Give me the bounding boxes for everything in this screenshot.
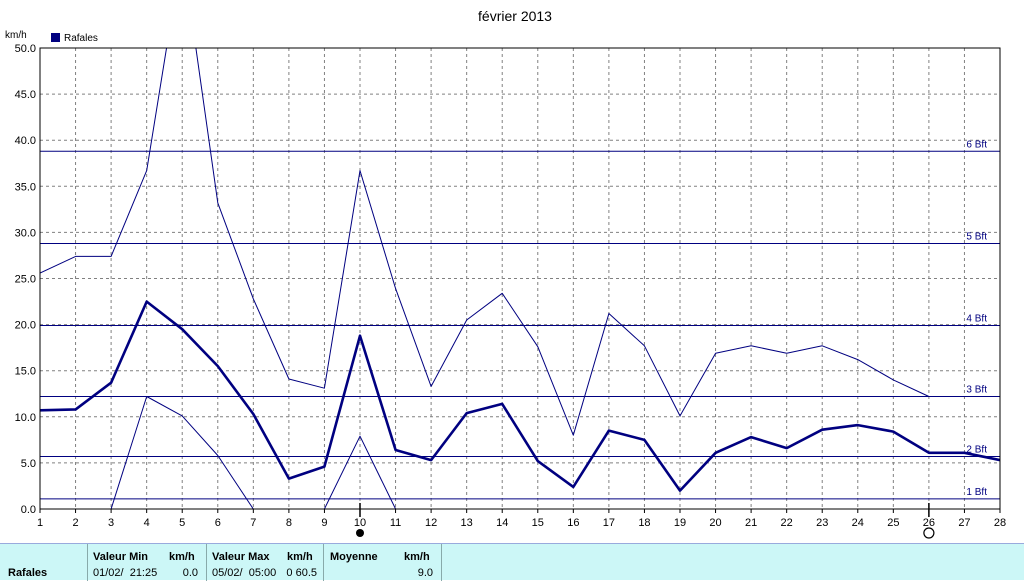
y-tick-label: 15.0 — [15, 366, 36, 378]
marker-open-circle — [923, 527, 935, 539]
x-tick-label: 21 — [745, 517, 757, 529]
avg-value: 9.0 — [417, 567, 433, 579]
y-tick-label: 25.0 — [15, 274, 36, 286]
stats-panel: Rafales Valeur Min km/h 01/02/ 21:25 0.0… — [0, 543, 1024, 581]
series-layer — [40, 48, 1000, 509]
min-value: 0.0 — [182, 567, 198, 579]
min-when: 01/02/ 21:25 — [93, 567, 158, 579]
x-tick-label: 4 — [144, 517, 150, 529]
x-tick-label: 7 — [250, 517, 256, 529]
marker-filled-circle — [356, 529, 364, 537]
y-tick-label: 50.0 — [15, 43, 36, 55]
x-tick-label: 14 — [496, 517, 508, 529]
max-value: 0 60.5 — [286, 567, 317, 579]
reference-label: 3 Bft — [966, 385, 987, 396]
legend-label: Rafales — [64, 33, 98, 44]
series-line-mean — [40, 300, 1000, 492]
legend-swatch — [51, 33, 60, 42]
x-tick-label: 12 — [425, 517, 437, 529]
min-header: Valeur Min — [93, 551, 149, 563]
plot-frame — [39, 47, 1001, 510]
x-tick-label: 2 — [72, 517, 78, 529]
stats-row-label-cell: Rafales — [0, 544, 88, 581]
series-line-max — [40, 48, 930, 436]
reference-label: 6 Bft — [966, 139, 987, 150]
x-tick-label: 8 — [286, 517, 292, 529]
x-tick-label: 27 — [958, 517, 970, 529]
x-tick-label: 23 — [816, 517, 828, 529]
beaufort-lines: 1 Bft 2 Bft 3 Bft 4 Bft 5 Bft 6 Bft — [40, 139, 1000, 500]
stats-min-cell: Valeur Min km/h 01/02/ 21:25 0.0 — [88, 544, 207, 581]
reference-label: 1 Bft — [966, 487, 987, 498]
x-tick-label: 22 — [781, 517, 793, 529]
x-tick-label: 3 — [108, 517, 114, 529]
x-tick-label: 6 — [215, 517, 221, 529]
day-markers — [356, 503, 935, 539]
stats-avg-cell: Moyenne km/h 9.0 — [324, 544, 442, 581]
x-tick-label: 19 — [674, 517, 686, 529]
axes: 0.0 5.0 10.0 15.0 20.0 25.0 30.0 35.0 40.0 45.0 50… — [15, 43, 1007, 529]
x-tick-label: 13 — [461, 517, 473, 529]
x-tick-label: 10 — [354, 517, 366, 529]
max-unit: km/h — [287, 551, 313, 563]
x-tick-label: 1 — [37, 517, 43, 529]
x-tick-label: 20 — [709, 517, 721, 529]
reference-label: 4 Bft — [966, 314, 987, 325]
x-tick-label: 18 — [638, 517, 650, 529]
chart-title: février 2013 — [478, 8, 552, 24]
x-tick-label: 25 — [887, 517, 899, 529]
y-axis-unit: km/h — [5, 30, 27, 41]
y-tick-label: 10.0 — [15, 412, 36, 424]
reference-label: 5 Bft — [966, 231, 987, 242]
wind-gust-chart: février 2013 km/h Rafales 1 Bft 2 Bft 3 Bf… — [5, 8, 1007, 539]
max-when: 05/02/ 05:00 — [212, 567, 277, 579]
y-tick-label: 0.0 — [21, 504, 36, 516]
series-line-min — [110, 396, 397, 509]
x-tick-label: 16 — [567, 517, 579, 529]
x-tick-label: 26 — [923, 517, 935, 529]
y-tick-label: 5.0 — [21, 458, 36, 470]
y-tick-label: 40.0 — [15, 135, 36, 147]
x-tick-label: 11 — [390, 517, 401, 529]
avg-unit: km/h — [404, 551, 430, 563]
stats-row-label: Rafales — [8, 567, 48, 579]
avg-header: Moyenne — [330, 551, 378, 563]
min-unit: km/h — [169, 551, 195, 563]
y-tick-label: 35.0 — [15, 181, 36, 193]
y-tick-label: 30.0 — [15, 227, 36, 239]
x-tick-label: 28 — [994, 517, 1006, 529]
grid — [39, 47, 1001, 510]
x-tick-label: 5 — [179, 517, 185, 529]
y-tick-label: 20.0 — [15, 320, 36, 332]
x-tick-label: 15 — [532, 517, 544, 529]
y-tick-label: 45.0 — [15, 89, 36, 101]
x-tick-label: 24 — [852, 517, 864, 529]
stats-max-cell: Valeur Max km/h 05/02/ 05:00 0 60.5 — [207, 544, 324, 581]
x-tick-label: 9 — [321, 517, 327, 529]
reference-label: 2 Bft — [966, 444, 987, 455]
x-tick-label: 17 — [603, 517, 615, 529]
max-header: Valeur Max — [212, 551, 270, 563]
